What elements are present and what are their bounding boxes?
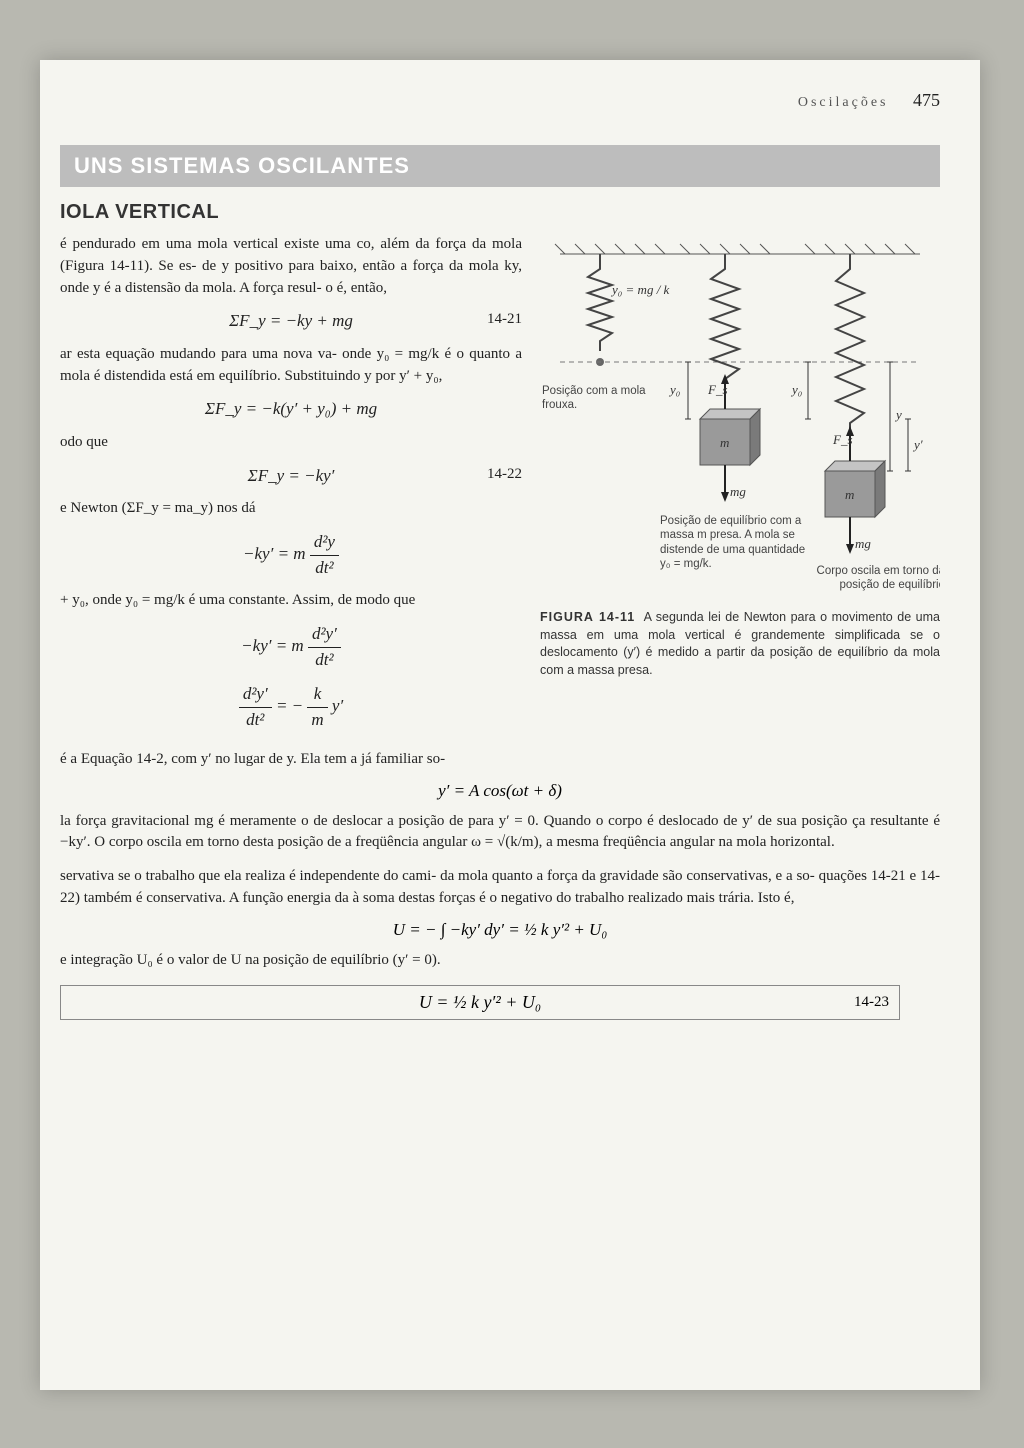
paragraph: + y₀, onde y₀ = mg/k é uma constante. As… bbox=[60, 590, 522, 612]
running-head: Oscilações 475 bbox=[60, 90, 940, 117]
equation-14-23-boxed: U = ½ k y′² + U₀ 14-23 bbox=[60, 985, 900, 1020]
figure-14-11: m F_s mg y₀ m mg F_s bbox=[540, 234, 940, 594]
equation: ΣF_y = −k(y′ + y₀) + mg bbox=[60, 397, 522, 422]
svg-text:mg: mg bbox=[855, 536, 871, 551]
page: Oscilações 475 UNS SISTEMAS OSCILANTES I… bbox=[40, 60, 980, 1390]
figure-caption: FIGURA 14-11 A segunda lei de Newton par… bbox=[540, 609, 940, 679]
section-title-bar: UNS SISTEMAS OSCILANTES bbox=[60, 145, 940, 187]
svg-text:F_s: F_s bbox=[832, 432, 853, 447]
subsection-heading: IOLA VERTICAL bbox=[60, 201, 940, 224]
equation-14-21: ΣF_y = −ky + mg 14-21 bbox=[60, 309, 522, 334]
figure-column: m F_s mg y₀ m mg F_s bbox=[540, 234, 940, 743]
figure-annotation: Corpo oscila em torno da posição de equi… bbox=[815, 564, 940, 594]
svg-text:F_s: F_s bbox=[707, 382, 728, 397]
equation-14-22: ΣF_y = −ky′ 14-22 bbox=[60, 464, 522, 489]
two-column-layout: é pendurado em uma mola vertical existe … bbox=[60, 234, 940, 743]
svg-text:y₀: y₀ bbox=[668, 382, 680, 397]
equation: y′ = A cos(ωt + δ) bbox=[60, 781, 940, 801]
paragraph: e Newton (ΣF_y = ma_y) nos dá bbox=[60, 498, 522, 520]
svg-text:y: y bbox=[894, 407, 902, 422]
paragraph: la força gravitacional mg é meramente o … bbox=[60, 811, 940, 855]
equation: U = − ∫ −ky′ dy′ = ½ k y′² + U₀ bbox=[60, 920, 940, 940]
equation: −ky′ = m d²y′dt² bbox=[60, 622, 522, 672]
svg-text:y₀: y₀ bbox=[790, 382, 802, 397]
svg-text:m: m bbox=[845, 487, 854, 502]
svg-text:mg: mg bbox=[730, 484, 746, 499]
body-column: é pendurado em uma mola vertical existe … bbox=[60, 234, 522, 743]
svg-text:y₀ = mg / k: y₀ = mg / k bbox=[610, 282, 670, 297]
paragraph: e integração U₀ é o valor de U na posiçã… bbox=[60, 950, 940, 972]
paragraph: ar esta equação mudando para uma nova va… bbox=[60, 344, 522, 388]
mass-label: m bbox=[720, 435, 729, 450]
paragraph: servativa se o trabalho que ela realiza … bbox=[60, 866, 940, 910]
equation: d²y′dt² = − km y′ bbox=[60, 682, 522, 732]
figure-annotation: Posição com a mola frouxa. bbox=[542, 384, 652, 413]
figure-annotation: Posição de equilíbrio com a massa m pres… bbox=[660, 514, 810, 572]
paragraph: é pendurado em uma mola vertical existe … bbox=[60, 234, 522, 299]
page-number: 475 bbox=[913, 90, 940, 110]
paragraph: odo que bbox=[60, 432, 522, 454]
svg-text:y′: y′ bbox=[912, 437, 923, 452]
paragraph: é a Equação 14-2, com y′ no lugar de y. … bbox=[60, 749, 940, 771]
equation: −ky′ = m d²ydt² bbox=[60, 530, 522, 580]
chapter-name: Oscilações bbox=[798, 95, 889, 110]
